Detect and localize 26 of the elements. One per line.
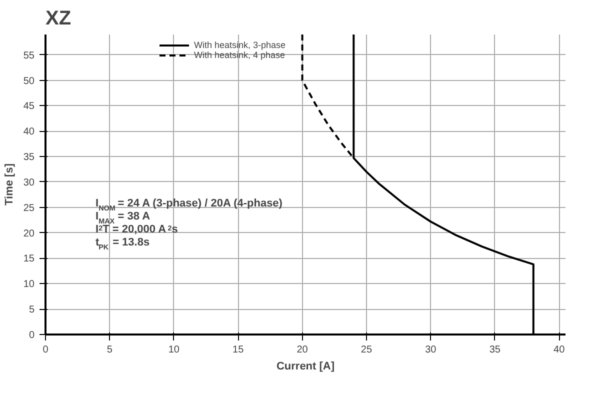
y-tick-label: 15 (23, 254, 35, 265)
x-tick-label: 35 (489, 344, 501, 356)
y-tick-label: 45 (23, 101, 35, 112)
x-tick-label: 20 (296, 344, 308, 356)
x-tick-label: 40 (554, 344, 566, 356)
y-tick-label: 35 (23, 152, 35, 164)
y-tick-label: 50 (23, 76, 35, 87)
chart-title: XZ (46, 8, 72, 30)
y-tick-label: 0 (28, 330, 35, 341)
y-axis-title: Time [s] (3, 163, 16, 206)
y-tick-label: 20 (23, 228, 35, 240)
x-tick-label: 0 (42, 344, 49, 356)
x-tick-label: 30 (425, 344, 437, 356)
x-axis-title: Current [A] (276, 360, 335, 372)
y-tick-label: 25 (23, 202, 35, 214)
x-tick-label: 10 (168, 344, 180, 356)
x-tick-label: 15 (232, 344, 244, 356)
x-tick-label: 5 (106, 344, 113, 356)
y-tick-label: 10 (23, 279, 35, 290)
y-tick-label: 40 (23, 126, 35, 138)
y-tick-label: 55 (23, 50, 35, 62)
x-tick-label: 25 (360, 344, 372, 356)
y-tick-label: 30 (23, 177, 35, 188)
legend-label: With heatsink, 4 phase (194, 50, 286, 60)
legend-label: With heatsink, 3-phase (194, 40, 286, 50)
y-tick-label: 5 (28, 304, 35, 316)
